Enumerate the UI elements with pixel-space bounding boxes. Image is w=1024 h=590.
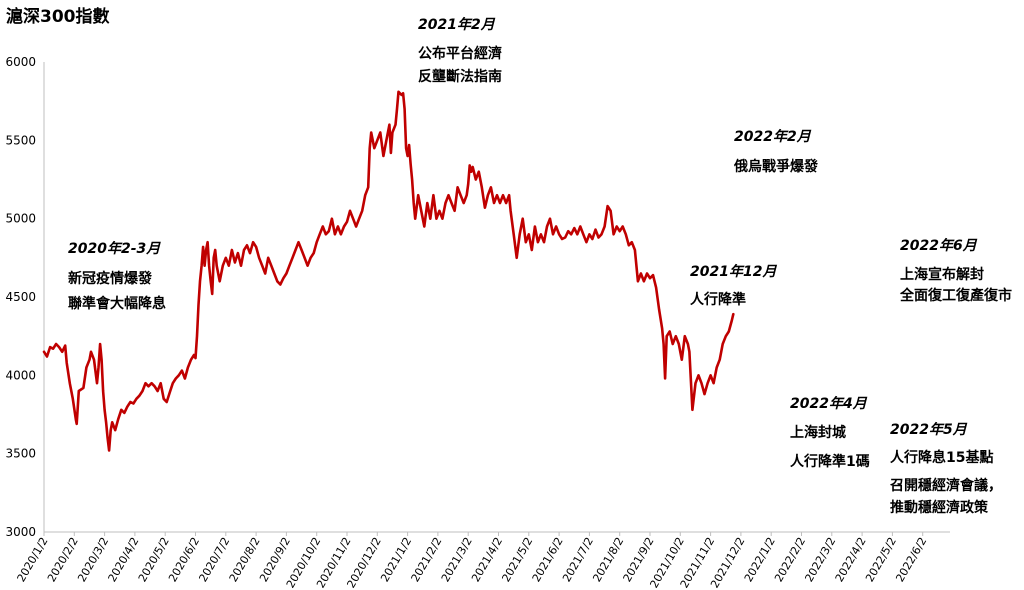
x-axis: 2020/1/22020/2/22020/3/22020/4/22020/5/2…	[15, 531, 950, 590]
annotation-text-rrr-cut: 人行降準	[690, 291, 746, 308]
annotation-text-platform: 公布平台經濟	[418, 45, 502, 62]
y-tick-label: 3000	[5, 525, 36, 539]
series-line	[42, 90, 735, 452]
y-tick-label: 3500	[5, 447, 36, 461]
x-tick-label: 2022/6/2	[893, 535, 929, 584]
annotation-text-shanghai-lockdown: 上海封城	[790, 424, 846, 441]
y-tick-label: 5500	[5, 133, 36, 147]
annotation-date-2022-may: 2022年5月	[890, 421, 968, 438]
series-layer	[42, 90, 735, 452]
annotation-text-rrr-cut-25bp: 人行降準1碼	[790, 453, 870, 470]
annotation-text-stability-meeting: 召開穩經濟會議，	[890, 477, 1002, 494]
annotation-text-shanghai-reopen: 上海宣布解封	[900, 266, 984, 283]
annotation-text-stability-policy: 推動穩經濟政策	[890, 499, 989, 516]
annotation-text-ukraine-war: 俄烏戰爭爆發	[733, 158, 819, 175]
y-tick-label: 4000	[5, 368, 36, 382]
annotation-date-2021-dec: 2021年12月	[690, 263, 777, 280]
annotation-text-resume-work: 全面復工復產復市	[899, 287, 1012, 304]
annotation-date-2020-feb-mar: 2020年2-3月	[68, 240, 161, 257]
chart-title: 滬深300指數	[6, 6, 110, 27]
annotation-text-rate-cut-15bp: 人行降息15基點	[890, 449, 993, 466]
annotation-date-2022-jun: 2022年6月	[900, 237, 978, 254]
annotation-text-covid: 新冠疫情爆發	[68, 270, 153, 287]
y-tick-label: 5000	[5, 212, 36, 226]
annotation-text-fed-cut: 聯準會大幅降息	[68, 295, 166, 312]
annotation-date-2022-apr: 2022年4月	[790, 395, 868, 412]
annotations: 2020年2-3月 新冠疫情爆發 聯準會大幅降息 2021年2月 公布平台經濟 …	[68, 16, 1012, 516]
annotation-date-2022-feb: 2022年2月	[734, 128, 812, 145]
annotation-date-2021-feb: 2021年2月	[418, 16, 496, 33]
annotation-text-antitrust: 反壟斷法指南	[418, 68, 502, 85]
y-tick-label: 4500	[5, 290, 36, 304]
y-tick-label: 6000	[5, 55, 36, 69]
y-axis: 3000 3500 4000 4500 5000 5500 6000	[5, 55, 45, 539]
